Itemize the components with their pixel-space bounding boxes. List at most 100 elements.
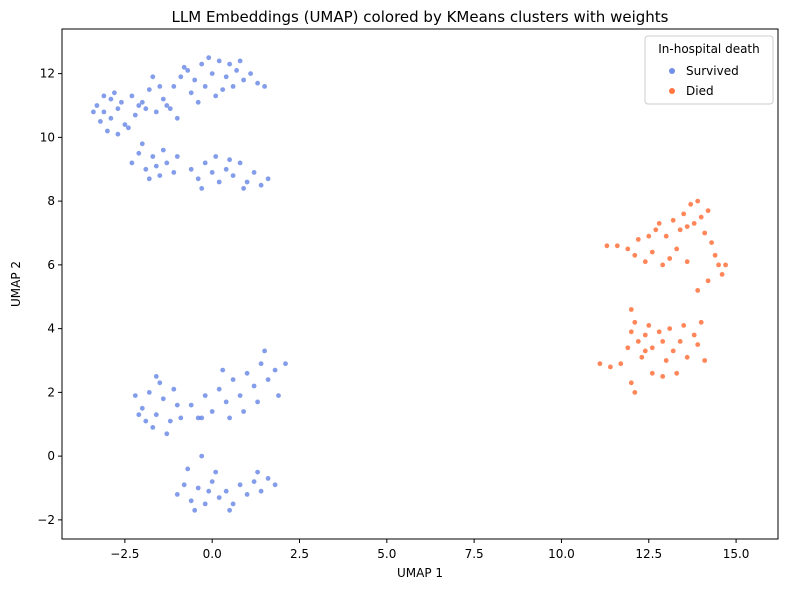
data-point-survived [209,71,215,76]
data-point-survived [199,61,205,67]
x-axis-label: UMAP 1 [397,566,443,580]
data-point-survived [164,103,170,108]
data-point-died [618,361,624,367]
y-axis-label: UMAP 2 [9,261,23,307]
data-point-survived [230,377,236,382]
data-point-died [625,246,631,252]
data-point-survived [241,409,247,414]
data-point-survived [167,106,173,112]
data-point-survived [255,399,260,405]
data-point-survived [108,115,114,121]
data-point-died [698,319,704,325]
data-point-survived [136,103,142,108]
data-point-died [712,252,718,258]
data-point-survived [188,90,194,96]
data-point-survived [258,361,264,367]
data-point-survived [227,157,233,163]
y-tick-label: 12 [40,67,55,81]
data-point-survived [262,348,267,354]
data-point-survived [262,84,267,89]
data-point-survived [272,367,278,373]
data-point-died [702,358,708,363]
data-point-survived [276,393,281,398]
data-point-died [719,272,725,277]
data-point-died [597,361,603,367]
data-point-survived [244,179,250,185]
data-point-survived [265,377,271,382]
data-point-died [674,370,680,376]
data-point-died [663,233,669,239]
data-point-survived [216,495,222,500]
data-point-survived [216,386,222,392]
data-point-survived [213,93,219,99]
data-point-survived [160,396,166,402]
data-point-survived [150,154,156,159]
data-point-died [642,259,648,265]
data-point-survived [209,170,215,175]
data-point-survived [223,166,229,172]
data-point-survived [150,74,156,80]
y-tick-label: −2 [37,513,55,527]
legend-box [644,35,774,105]
data-point-survived [174,115,180,121]
data-point-died [716,262,721,268]
data-point-survived [122,122,128,127]
data-point-died [691,332,697,338]
data-point-survived [202,84,208,89]
data-point-died [632,390,638,395]
data-point-survived [220,87,226,92]
y-tick-label: 10 [40,130,55,144]
data-point-survived [223,488,229,494]
data-point-survived [105,128,110,134]
data-point-survived [230,84,236,89]
data-point-died [625,345,631,351]
x-tick-label: 0.0 [203,547,222,561]
data-point-died [695,288,701,293]
data-point-survived [167,418,173,424]
data-point-survived [160,147,166,153]
data-point-survived [230,173,236,179]
data-point-survived [272,482,278,488]
data-point-survived [227,507,233,513]
data-point-died [688,201,694,207]
legend: In-hospital death Survived Died [644,35,774,105]
data-point-died [681,323,687,328]
data-point-survived [146,390,152,395]
data-point-survived [115,131,121,137]
data-point-survived [195,415,201,421]
data-point-survived [237,160,243,166]
data-point-survived [139,405,145,411]
series-died [597,198,728,395]
data-point-survived [146,87,152,92]
data-point-survived [171,170,177,175]
data-point-died [698,214,704,220]
data-point-died [677,339,683,344]
legend-label-survived: Survived [686,64,739,78]
data-point-survived [150,425,156,430]
data-point-died [695,342,701,347]
data-point-died [670,348,676,354]
y-tick-label: 6 [47,258,55,272]
data-point-survived [153,163,159,169]
legend-marker-died [669,88,675,94]
data-point-survived [283,361,288,367]
data-point-died [723,262,728,268]
data-point-survived [101,93,107,99]
data-point-died [628,329,634,335]
data-point-died [702,230,708,236]
y-tick-label: 0 [47,449,55,463]
data-point-died [632,319,638,325]
data-point-survived [101,109,107,115]
data-point-survived [91,109,96,115]
data-point-survived [251,383,257,389]
chart-title: LLM Embeddings (UMAP) colored by KMeans … [172,8,669,26]
data-point-died [656,329,662,335]
legend-label-died: Died [686,84,714,98]
data-point-survived [108,96,114,102]
data-point-survived [237,393,243,398]
data-point-died [705,278,711,284]
data-point-survived [258,182,264,188]
x-axis: −2.5 0.0 2.5 5.0 7.5 10.0 12.5 15.0 [110,539,749,561]
y-axis: −2 0 2 4 6 8 10 12 [37,67,62,527]
data-point-survived [230,501,236,507]
